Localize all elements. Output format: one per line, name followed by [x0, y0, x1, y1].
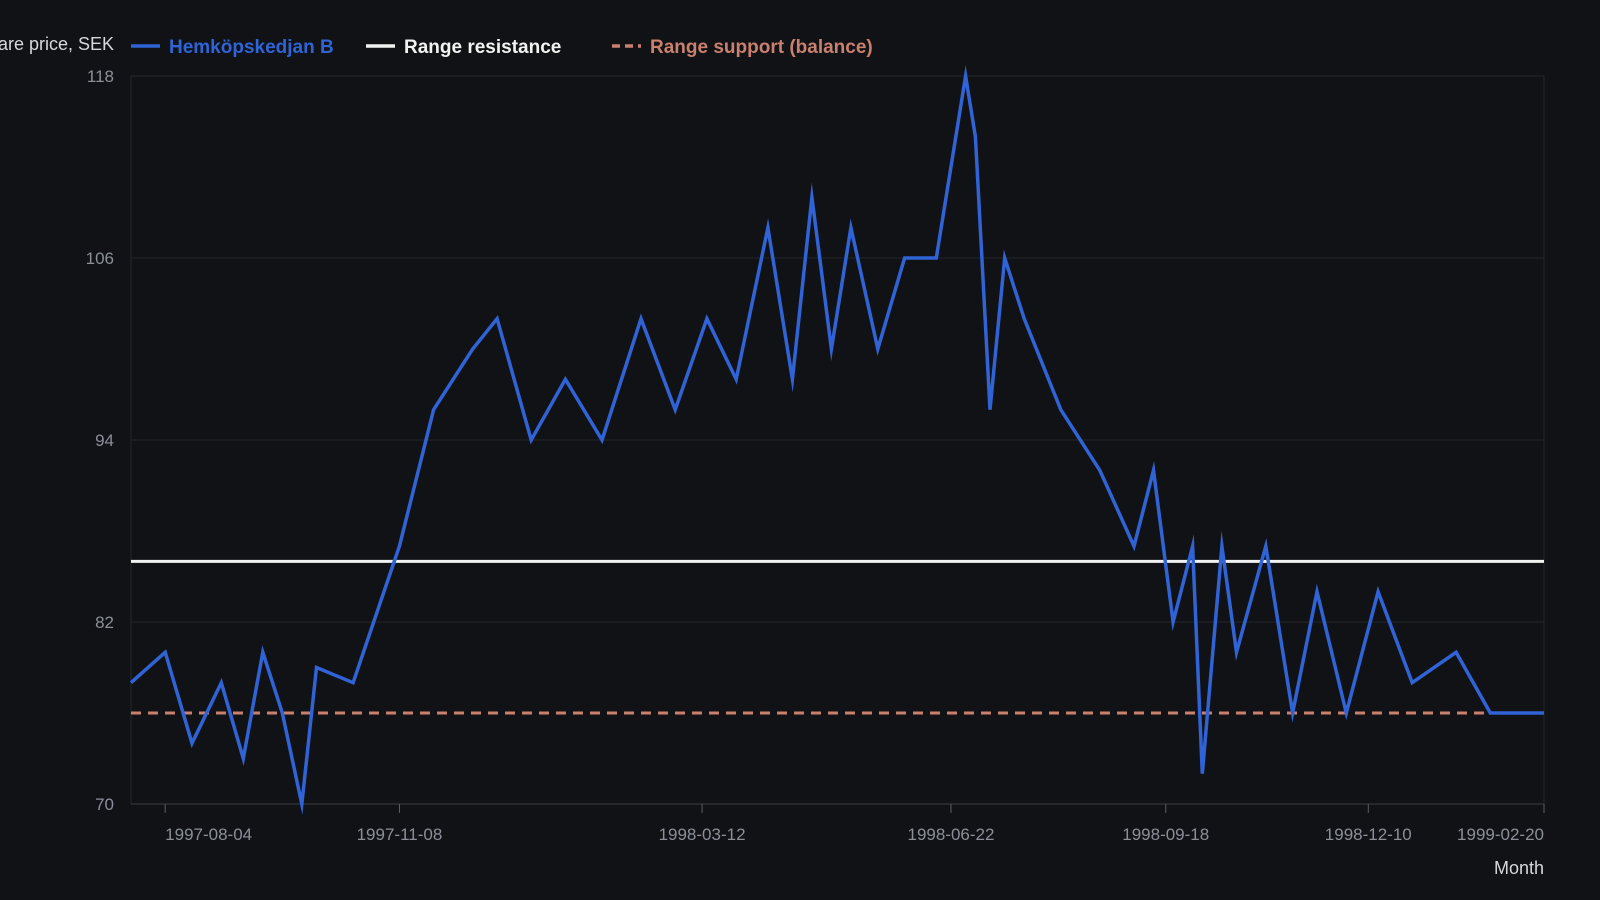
x-tick-label: 1997-11-08 — [357, 825, 443, 844]
price-series-line — [129, 65, 1544, 816]
price-point — [1542, 711, 1546, 715]
price-point — [964, 74, 968, 78]
price-point — [1376, 590, 1380, 594]
price-point — [988, 408, 992, 412]
price-point — [973, 135, 977, 139]
price-point — [934, 256, 938, 260]
legend-label: Range support (balance) — [650, 37, 873, 58]
price-point — [705, 317, 709, 321]
x-tick-label: 1997-08-04 — [165, 825, 252, 844]
price-point — [432, 408, 436, 412]
y-tick-label: 70 — [95, 795, 114, 814]
grid — [130, 75, 1545, 805]
price-point — [639, 317, 643, 321]
price-point — [849, 226, 853, 230]
axes: 70 82 94 106 118 1997-08-04 1997-11-08 1998-03-… — [86, 67, 1545, 844]
price-point — [1191, 544, 1195, 548]
x-tick-label: 1998-06-22 — [907, 825, 994, 844]
price-point — [1152, 468, 1156, 472]
x-tick-label: 1998-12-10 — [1325, 825, 1412, 844]
legend-label: Hemköpskedjan B — [169, 37, 334, 58]
price-point — [673, 408, 677, 412]
price-point — [1220, 544, 1224, 548]
price-point — [810, 195, 814, 199]
price-point — [1522, 711, 1526, 715]
price-point — [129, 681, 133, 685]
price-point — [876, 347, 880, 351]
price-point — [1291, 711, 1295, 715]
y-tick-label: 106 — [86, 249, 114, 268]
price-point — [1488, 711, 1492, 715]
price-point — [734, 377, 738, 381]
price-point — [529, 438, 533, 442]
price-point — [495, 317, 499, 321]
y-axis-title: Share price, SEK — [0, 34, 114, 54]
price-point — [163, 650, 167, 654]
price-point — [261, 650, 265, 654]
price-point — [1264, 544, 1268, 548]
price-point — [1098, 468, 1102, 472]
price-point — [1132, 544, 1136, 548]
price-point — [1022, 317, 1026, 321]
price-point — [351, 681, 355, 685]
price-point — [1410, 681, 1414, 685]
legend-item: Range resistance — [366, 37, 561, 58]
price-point — [829, 347, 833, 351]
price-point — [219, 681, 223, 685]
price-point — [766, 226, 770, 230]
price-point — [1059, 408, 1063, 412]
price-point — [1454, 650, 1458, 654]
legend-item: Hemköpskedjan B — [131, 37, 334, 58]
price-point — [300, 802, 304, 806]
y-tick-label: 94 — [95, 431, 114, 450]
price-point — [563, 377, 567, 381]
price-point — [241, 757, 245, 761]
legend-item: Range support (balance) — [612, 37, 873, 58]
price-point — [1344, 711, 1348, 715]
y-tick-label: 82 — [95, 613, 114, 632]
price-point — [1315, 590, 1319, 594]
price-point — [397, 544, 401, 548]
x-axis-title: Month — [1494, 858, 1544, 878]
price-point — [600, 438, 604, 442]
price-point — [1171, 620, 1175, 624]
price-point — [190, 741, 194, 745]
price-point — [1200, 772, 1204, 776]
price-point — [790, 377, 794, 381]
price-point — [471, 347, 475, 351]
price-point — [1003, 256, 1007, 260]
legend: Hemköpskedjan B Range resistance Range sup… — [131, 37, 873, 58]
price-point — [1235, 650, 1239, 654]
legend-label: Range resistance — [404, 37, 561, 58]
y-tick-label: 118 — [87, 67, 114, 86]
x-tick-label: 1998-09-18 — [1122, 825, 1209, 844]
price-point — [314, 666, 318, 670]
x-tick-label: 1999-02-20 — [1457, 825, 1544, 844]
price-point — [280, 711, 284, 715]
x-tick-label: 1998-03-12 — [659, 825, 746, 844]
series — [129, 65, 1546, 816]
price-point — [903, 256, 907, 260]
